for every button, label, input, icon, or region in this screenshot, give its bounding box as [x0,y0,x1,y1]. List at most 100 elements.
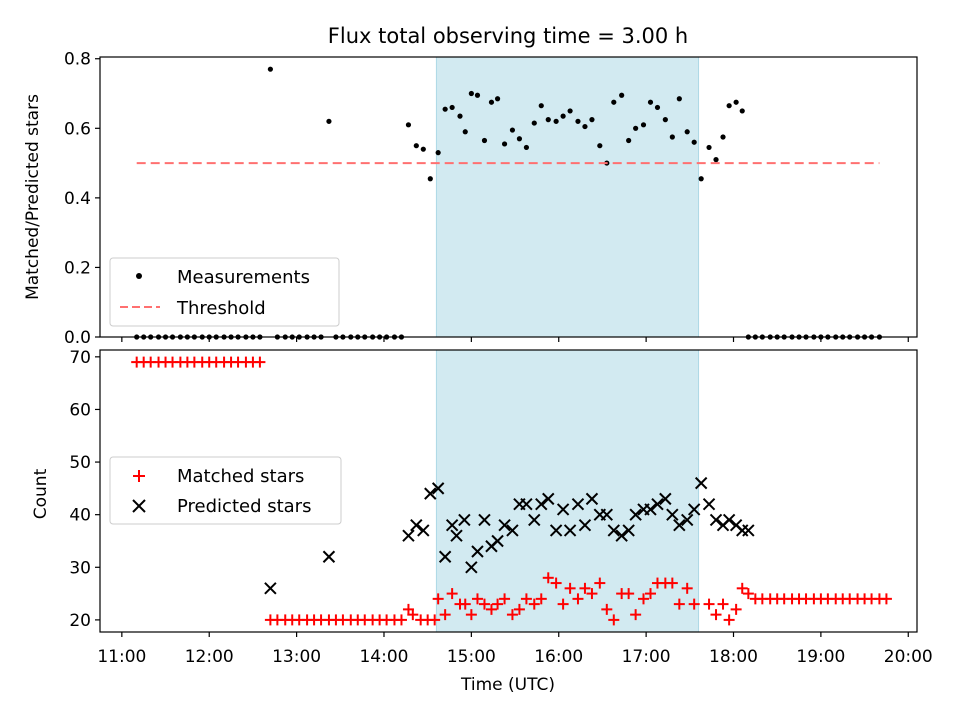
predicted-stars-point [694,476,708,490]
predicted-stars-point [556,503,570,516]
top-legend: Measurements Threshold [109,257,340,327]
matched-stars-point [594,577,606,589]
matched-stars-point [572,593,584,605]
matched-stars-point [742,588,754,600]
x-tick-label: 18:00 [709,647,758,667]
measurement-point [662,117,668,123]
x-tick-label: 13:00 [272,647,321,667]
x-tick-label: 15:00 [447,647,496,667]
legend-matched-label: Matched stars [177,466,304,487]
matched-stars-point [550,577,562,589]
measurement-point [449,104,455,111]
predicted-stars-point [322,550,336,563]
x-tick-label: 16:00 [534,647,583,667]
matched-stars-point [644,588,656,600]
matched-stars-point [880,593,892,605]
predicted-stars-point [445,518,459,532]
measurement-point [611,99,617,105]
predicted-stars-point [673,518,686,532]
bottom-panel: 20 30 40 50 60 70 Count Matched stars Predict… [31,348,918,637]
matched-stars-point [638,593,650,605]
bottom-y-tick-label: 60 [69,400,91,420]
predicted-stars-point [709,513,723,527]
measurement-point [267,66,273,72]
matched-stars-point [446,588,458,600]
predicted-stars-point [615,529,628,542]
matched-stars-point [736,582,748,594]
predicted-stars-point [578,518,592,532]
bottom-observing-window [435,349,700,633]
measurement-point [553,118,559,124]
matched-stars-point [688,598,700,610]
predicted-stars-point [506,524,519,537]
measurement-point [582,123,588,130]
predicted-stars-point [563,524,577,537]
measurement-point [509,127,516,133]
measurement-point [691,139,697,145]
bottom-axes-frame [99,349,918,633]
matched-stars-point [254,356,266,368]
predicted-stars-point [607,524,620,537]
matched-stars-point [681,582,693,594]
matched-stars-point [407,609,419,621]
predicted-stars-point [535,497,548,511]
matched-stars-point [465,609,477,621]
matched-stars-point [478,598,490,610]
matched-stars-point [666,577,678,589]
bottom-series-2 [264,476,755,595]
predicted-stars-point [264,582,277,595]
predicted-stars-point [542,492,555,506]
predicted-stars-point [680,513,694,527]
measurement-point [654,104,661,111]
predicted-stars-point [585,492,599,506]
top-y-tick-label: 0.8 [64,50,91,70]
predicted-stars-point [600,508,614,521]
matched-stars-point [710,609,722,621]
measurement-point [560,113,566,119]
measurement-point [676,96,682,102]
matched-stars-point [723,614,735,626]
measurement-point [739,108,745,114]
measurement-point [597,143,603,149]
top-y-tick-label: 0.2 [64,258,91,278]
legend-measurements-label: Measurements [177,267,310,288]
measurement-point [619,92,625,98]
measurement-point [413,143,419,149]
x-tick-label: 14:00 [359,647,408,667]
matched-stars-point [528,598,540,610]
bottom-y-tick-label: 70 [69,348,91,368]
matched-stars-point [703,598,715,610]
matched-stars-point [608,614,620,626]
measurement-point [713,157,719,163]
measurement-point [405,122,412,128]
predicted-stars-point [458,513,471,527]
x-tick-label: 11:00 [97,647,146,667]
predicted-stars-point [438,550,452,563]
bottom-y-axis-label: Count [31,468,51,519]
measurement-point [640,122,647,128]
predicted-stars-point [622,524,635,537]
legend-measurements-marker [136,273,142,279]
matched-stars-point [485,603,497,615]
matched-stars-point [586,588,598,600]
bottom-series-1 [131,356,892,626]
x-tick-label: 20:00 [884,647,933,667]
matched-stars-point [471,593,483,605]
predicted-stars-point [478,513,491,527]
matched-stars-point [535,593,547,605]
measurement-point [669,134,675,140]
measurement-point [427,176,433,182]
predicted-stars-point [417,524,430,537]
predicted-stars-point [722,513,736,527]
measurement-point [720,134,726,140]
measurement-point [326,118,332,124]
legend-matched-marker [133,470,145,482]
chart-title: Flux total observing time = 3.00 h [328,24,688,48]
matched-stars-point [513,603,525,615]
bottom-y-tick-label: 20 [69,611,91,631]
measurement-point [538,103,544,109]
measurement-point [531,120,537,126]
matched-stars-point [439,609,451,621]
predicted-stars-point [644,503,657,516]
